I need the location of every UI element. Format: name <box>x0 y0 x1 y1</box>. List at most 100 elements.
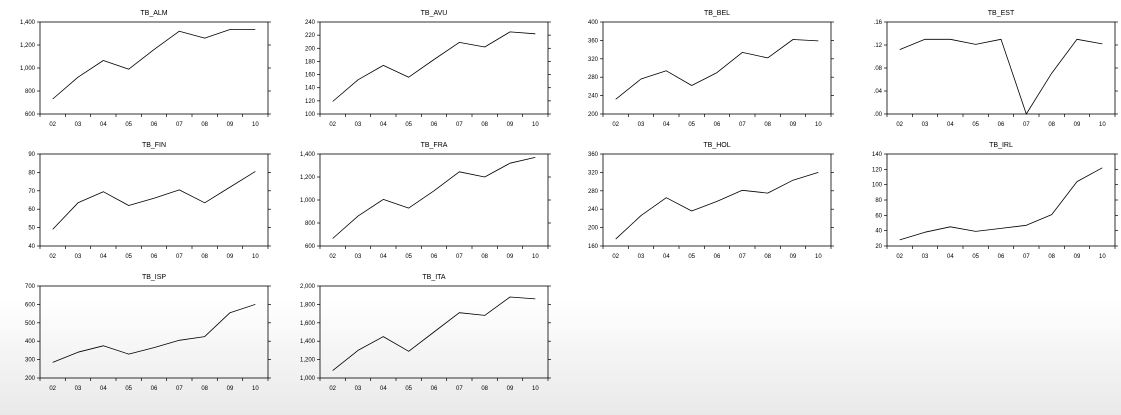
y-tick-label: 50 <box>28 226 35 232</box>
chart-tb-bel: TB_BEL 200 240 280 320 360 400 02 03 04 05 06 07 08 09… <box>588 10 834 128</box>
y-tick-label: 140 <box>305 86 316 92</box>
x-tick-label: 08 <box>201 254 208 260</box>
plot-frame <box>319 285 549 379</box>
y-tick-label: 80 <box>875 198 882 204</box>
x-tick-label: 08 <box>201 122 208 128</box>
x-tick-label: 03 <box>75 386 82 392</box>
chart-title: TB_EST <box>988 10 1015 17</box>
chart-tb-fin: TB_FIN 40 50 60 70 80 90 02 03 04 05 06 07 08 09 10 <box>28 142 271 260</box>
y-tick-label: 160 <box>305 73 316 79</box>
plot-frame <box>602 21 832 115</box>
series-line <box>615 172 819 240</box>
y-tick-label: .00 <box>874 112 883 118</box>
plot-frame <box>319 153 549 247</box>
x-tick-label: 10 <box>252 386 259 392</box>
y-tick-label: 600 <box>25 302 36 308</box>
y-tick-label: 200 <box>25 376 36 382</box>
x-tick-label: 05 <box>125 386 132 392</box>
x-tick-label: 07 <box>1023 122 1030 128</box>
chart-title: TB_ALM <box>140 10 167 17</box>
x-tick-label: 10 <box>532 386 539 392</box>
y-tick-label: 40 <box>875 229 882 235</box>
y-tick-label: 100 <box>872 183 883 189</box>
x-tick-label: 10 <box>815 122 822 128</box>
x-tick-label: 09 <box>227 386 234 392</box>
x-tick-label: 05 <box>125 254 132 260</box>
chart-title: TB_FIN <box>142 142 166 149</box>
x-tick-label: 04 <box>947 254 954 260</box>
x-tick-label: 07 <box>456 254 463 260</box>
x-tick-label: 09 <box>227 254 234 260</box>
x-tick-label: 07 <box>176 386 183 392</box>
x-tick-label: 05 <box>972 122 979 128</box>
x-tick-label: 08 <box>764 122 771 128</box>
x-tick-label: 10 <box>532 254 539 260</box>
x-tick-label: 06 <box>151 254 158 260</box>
x-tick-label: 06 <box>431 386 438 392</box>
x-tick-label: 10 <box>252 122 259 128</box>
x-tick-label: 08 <box>1048 122 1055 128</box>
y-tick-label: 500 <box>25 321 36 327</box>
x-tick-label: 10 <box>815 254 822 260</box>
y-tick-label: 200 <box>588 226 599 232</box>
series-line <box>899 38 1103 115</box>
x-tick-label: 07 <box>456 122 463 128</box>
x-tick-label: 07 <box>176 254 183 260</box>
x-tick-label: 02 <box>896 254 903 260</box>
x-tick-label: 03 <box>922 122 929 128</box>
y-tick-label: 800 <box>305 221 316 227</box>
x-tick-label: 06 <box>714 254 721 260</box>
series-line <box>332 296 536 371</box>
x-tick-label: 09 <box>790 254 797 260</box>
y-tick-label: 400 <box>25 339 36 345</box>
x-tick-label: 02 <box>49 254 56 260</box>
y-tick-label: 600 <box>25 112 36 118</box>
x-tick-label: 07 <box>456 386 463 392</box>
x-tick-label: 07 <box>739 254 746 260</box>
chart-title: TB_FRA <box>421 142 448 149</box>
x-tick-label: 10 <box>532 122 539 128</box>
x-tick-label: 03 <box>355 386 362 392</box>
series-line <box>52 171 256 230</box>
chart-tb-hol: TB_HOL 160 200 240 280 320 360 02 03 04 05 06 07 08 09… <box>588 142 834 260</box>
x-tick-label: 02 <box>612 122 619 128</box>
x-tick-label: 06 <box>431 122 438 128</box>
plot-frame <box>319 21 549 115</box>
x-tick-label: 05 <box>972 254 979 260</box>
x-tick-label: 02 <box>49 386 56 392</box>
y-tick-label: 1,400 <box>20 20 36 26</box>
y-tick-label: 360 <box>588 38 599 44</box>
y-tick-label: 200 <box>305 46 316 52</box>
y-tick-label: 320 <box>588 57 599 63</box>
x-tick-label: 09 <box>507 386 514 392</box>
x-tick-label: 09 <box>507 122 514 128</box>
plot-frame <box>602 153 832 247</box>
y-tick-label: 240 <box>588 207 599 213</box>
x-tick-label: 06 <box>151 386 158 392</box>
y-tick-label: 100 <box>305 112 316 118</box>
y-tick-label: 1,600 <box>300 321 316 327</box>
x-tick-label: 06 <box>998 122 1005 128</box>
y-tick-label: 40 <box>28 244 35 250</box>
x-tick-label: 07 <box>176 122 183 128</box>
y-tick-label: 1,400 <box>300 339 316 345</box>
plot-frame <box>886 21 1116 115</box>
y-tick-label: 1,200 <box>300 175 316 181</box>
plot-frame <box>886 153 1116 247</box>
y-tick-label: 1,800 <box>300 302 316 308</box>
y-tick-label: 60 <box>28 207 35 213</box>
x-tick-label: 10 <box>252 254 259 260</box>
x-tick-label: 05 <box>405 122 412 128</box>
y-tick-label: 300 <box>25 358 36 364</box>
y-tick-label: 90 <box>28 152 35 158</box>
x-tick-label: 09 <box>507 254 514 260</box>
y-tick-label: 1,000 <box>300 198 316 204</box>
y-tick-label: .08 <box>874 66 883 72</box>
chart-title: TB_BEL <box>704 10 730 17</box>
y-tick-label: 320 <box>588 170 599 176</box>
x-tick-label: 07 <box>739 122 746 128</box>
x-tick-label: 04 <box>947 122 954 128</box>
chart-title: TB_AVU <box>421 10 448 17</box>
x-tick-label: 04 <box>100 122 107 128</box>
x-tick-label: 08 <box>481 122 488 128</box>
